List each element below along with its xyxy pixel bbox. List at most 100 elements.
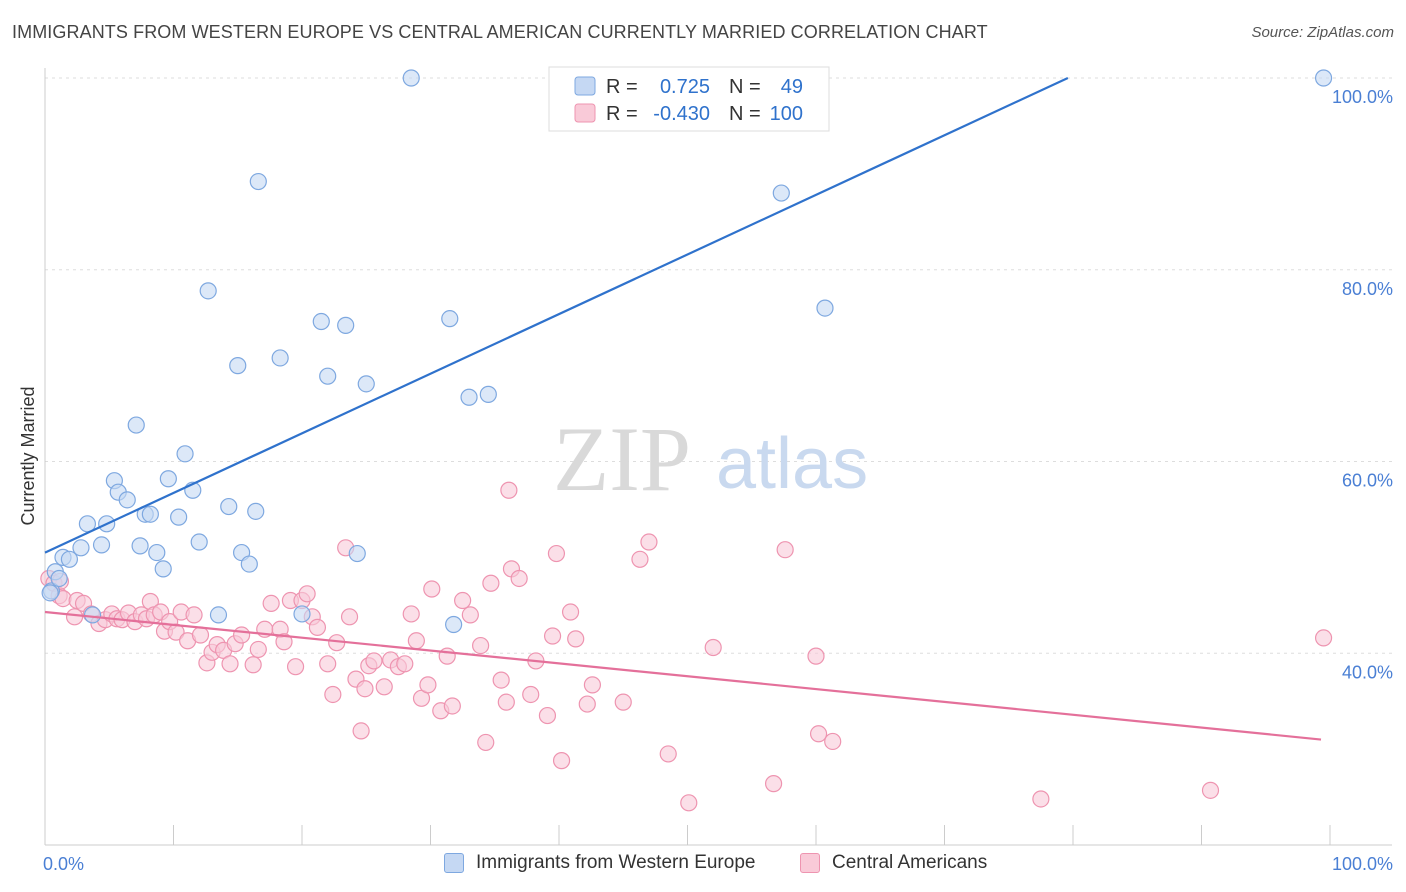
central-americans-point xyxy=(233,626,251,644)
western-europe-point xyxy=(348,544,366,563)
central-americans-point xyxy=(1201,781,1220,799)
western-europe-point xyxy=(92,536,111,554)
western-europe-point xyxy=(131,537,149,555)
central-americans-point xyxy=(402,605,420,623)
western-europe-point xyxy=(159,470,177,488)
legend-n-label-pink: N = xyxy=(729,103,761,125)
central-americans-point xyxy=(824,732,842,751)
series-legend: Immigrants from Western Europe Central A… xyxy=(0,852,1406,878)
western-europe-point xyxy=(402,69,420,87)
central-americans-point xyxy=(365,652,383,670)
central-americans-point xyxy=(567,630,585,648)
central-americans-point xyxy=(764,775,783,793)
central-americans-trendline xyxy=(44,610,1322,741)
western-europe-point xyxy=(445,615,463,634)
central-americans-point xyxy=(776,541,794,559)
western-europe-point xyxy=(271,349,289,367)
central-americans-point xyxy=(472,636,490,655)
stats-legend: R = 0.725 N = 49 R = -0.430 N = 100 xyxy=(548,66,830,132)
central-americans-point xyxy=(221,655,239,673)
legend-r-label-blue: R = xyxy=(606,76,638,98)
x-tick-label: 100.0% xyxy=(1332,854,1393,874)
western-europe-point xyxy=(293,605,311,623)
western-europe-point xyxy=(337,316,355,334)
western-europe-point xyxy=(83,606,102,624)
central-americans-points xyxy=(40,481,1333,812)
central-americans-point xyxy=(438,647,456,665)
western-europe-point xyxy=(170,508,188,526)
central-americans-point xyxy=(659,745,677,763)
central-americans-point xyxy=(275,633,293,651)
central-americans-point xyxy=(443,697,461,715)
western-europe-point xyxy=(479,385,497,403)
legend-swatch-western-europe xyxy=(444,853,464,873)
western-europe-point xyxy=(41,584,59,602)
central-americans-point xyxy=(419,676,437,694)
legend-item-western-europe: Immigrants from Western Europe xyxy=(444,852,755,874)
legend-r-value-blue: 0.725 xyxy=(660,76,710,98)
legend-item-central-americans: Central Americans xyxy=(800,852,987,874)
central-americans-point xyxy=(407,632,425,650)
y-tick-label: 80.0% xyxy=(1342,279,1393,299)
central-americans-point xyxy=(249,640,267,659)
western-europe-point xyxy=(220,497,238,516)
central-americans-point xyxy=(497,693,515,711)
central-americans-point xyxy=(477,733,495,752)
western-europe-point xyxy=(441,310,459,328)
watermark: ZIP atlas xyxy=(553,408,868,510)
central-americans-point xyxy=(308,618,327,636)
x-tick-label: 0.0% xyxy=(43,854,84,874)
central-americans-point xyxy=(547,544,566,563)
central-americans-point xyxy=(680,794,698,812)
central-americans-point xyxy=(631,550,649,568)
central-americans-point xyxy=(423,580,441,598)
western-europe-point xyxy=(60,550,79,568)
central-americans-point xyxy=(500,481,518,499)
legend-n-value-blue: 49 xyxy=(781,76,803,98)
central-americans-point xyxy=(614,693,632,711)
western-europe-point xyxy=(50,569,68,588)
legend-r-value-pink: -0.430 xyxy=(653,103,710,125)
watermark-atlas: atlas xyxy=(716,424,868,504)
central-americans-point xyxy=(356,680,374,698)
western-europe-point xyxy=(141,505,159,523)
western-europe-point xyxy=(247,502,265,520)
central-americans-point xyxy=(640,533,658,551)
western-europe-point xyxy=(312,312,330,331)
western-europe-point xyxy=(816,299,834,317)
legend-r-label-pink: R = xyxy=(606,103,638,125)
y-tick-labels: 40.0% 60.0% 80.0% 100.0% xyxy=(1332,87,1393,682)
western-europe-point xyxy=(229,357,247,375)
western-europe-point xyxy=(357,375,375,393)
stats-legend-box xyxy=(548,66,830,132)
central-americans-point xyxy=(262,594,280,612)
central-americans-point xyxy=(244,656,262,674)
axes xyxy=(44,68,1392,846)
x-tick-labels: 0.0% 100.0% xyxy=(43,854,1393,874)
legend-label-central-americans: Central Americans xyxy=(832,852,988,873)
central-americans-point xyxy=(461,606,479,624)
western-europe-point xyxy=(460,388,478,406)
central-americans-point xyxy=(704,638,722,657)
y-axis-label: Currently Married xyxy=(18,386,38,525)
western-europe-point xyxy=(1314,69,1333,87)
central-americans-point xyxy=(352,722,370,740)
central-americans-point xyxy=(510,569,528,588)
western-europe-point xyxy=(176,445,194,463)
central-americans-point xyxy=(340,608,359,626)
western-europe-point xyxy=(199,282,217,300)
legend-swatch-blue xyxy=(574,76,596,96)
central-americans-point xyxy=(578,695,596,713)
y-tick-label: 60.0% xyxy=(1342,471,1393,491)
central-americans-point xyxy=(543,627,562,645)
central-americans-point xyxy=(561,603,580,621)
central-americans-point xyxy=(286,658,305,676)
western-europe-point xyxy=(772,184,790,202)
legend-n-label-blue: N = xyxy=(729,76,761,98)
central-americans-point xyxy=(298,585,316,603)
central-americans-point xyxy=(522,685,540,704)
source-credit: Source: ZipAtlas.com xyxy=(1251,24,1394,41)
legend-swatch-pink xyxy=(574,103,596,123)
legend-swatch-central-americans xyxy=(800,853,820,873)
